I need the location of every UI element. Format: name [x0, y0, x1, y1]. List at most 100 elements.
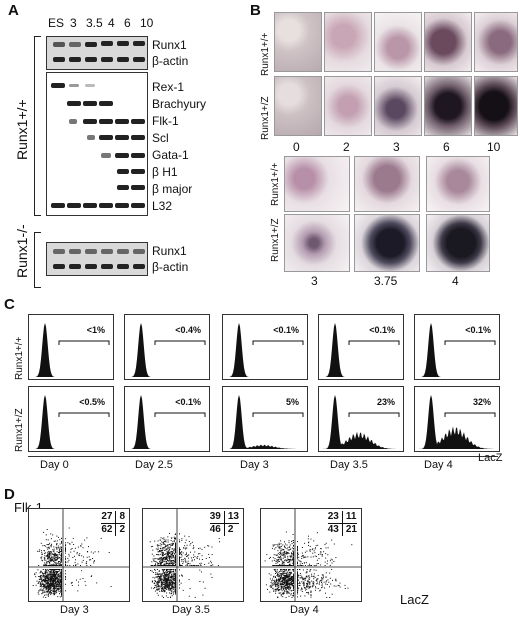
embryoid-photo [274, 12, 322, 72]
quadrant-upper-right: 13 [227, 511, 239, 522]
dotplot: 27 8 62 2 [28, 508, 130, 602]
embryoid-photo [374, 76, 422, 136]
quadrant-values: 23 11 43 21 [327, 511, 357, 536]
quadrant-upper-left: 27 [101, 511, 117, 523]
day-label: 3 [393, 140, 400, 154]
day-label: Day 4 [424, 459, 453, 471]
histogram-distribution [323, 395, 399, 449]
gene-label: Scl [152, 131, 169, 145]
day-label: Day 2.5 [135, 459, 173, 471]
axis-label-lacz: LacZ [400, 592, 429, 607]
day-label: 6 [443, 140, 450, 154]
gate-bracket [154, 412, 206, 417]
axis-label-lacz: LacZ [478, 452, 503, 464]
embryoid-photo [284, 156, 350, 212]
dotplot: 23 11 43 21 [260, 508, 362, 602]
embryoid-photo [324, 76, 372, 136]
lane-label: 3.5 [86, 16, 103, 30]
embryoid-photo [284, 214, 350, 272]
embryoid-photo [354, 156, 420, 212]
gate-bracket [348, 412, 400, 417]
day-label: Day 3 [240, 459, 269, 471]
gel-middle [46, 72, 148, 216]
lane-labels: ES 3 3.5 4 6 10 [48, 16, 153, 34]
day-label: Day 4 [290, 604, 319, 616]
gene-label: Rex-1 [152, 80, 185, 94]
gene-label: β H1 [152, 165, 178, 179]
embryoid-photo [474, 12, 518, 72]
lane-label: 4 [108, 16, 115, 30]
quadrant-lower-left: 62 [101, 524, 117, 536]
histogram: <1% [28, 314, 114, 380]
row-label-het: Runx1+/Z [14, 408, 25, 452]
embryoid-photo [426, 156, 490, 212]
day-label: Day 3.5 [330, 459, 368, 471]
gate-percentage: 32% [472, 397, 491, 407]
histogram: 23% [318, 386, 404, 452]
lane-label: 3 [70, 16, 77, 30]
row-label-wt: Runx1+/+ [14, 336, 25, 380]
panel-a-letter: A [8, 2, 19, 19]
gate-bracket [348, 340, 400, 345]
gene-label: Runx1 [152, 38, 187, 52]
embryoid-photo [474, 76, 518, 136]
gate-bracket [444, 412, 496, 417]
gene-label: Flk-1 [152, 114, 179, 128]
embryoid-photo [374, 12, 422, 72]
histogram-distribution [33, 395, 109, 449]
embryoid-photo [324, 12, 372, 72]
day-label: 4 [452, 274, 459, 288]
quadrant-lower-right: 2 [227, 524, 234, 535]
gate-bracket [252, 412, 304, 417]
gate-percentage: <0.5% [79, 397, 105, 407]
histogram-distribution [33, 323, 109, 377]
gate-bracket [58, 340, 110, 345]
row-label-het: Runx1+/Z [270, 218, 281, 262]
histogram: <0.1% [124, 386, 210, 452]
histogram-distribution [419, 395, 495, 449]
panel-d-letter: D [4, 486, 15, 503]
gate-percentage: <0.1% [175, 397, 201, 407]
gate-percentage: <0.1% [273, 325, 299, 335]
day-label: Day 3 [60, 604, 89, 616]
day-label: 3.75 [374, 274, 398, 288]
gate-percentage: <1% [86, 325, 105, 335]
histogram-baseline [28, 456, 498, 457]
histogram-distribution [129, 395, 205, 449]
histogram: 5% [222, 386, 308, 452]
histogram: 32% [414, 386, 500, 452]
histogram-distribution [419, 323, 495, 377]
embryoid-photo [424, 12, 472, 72]
ko-bracket [34, 232, 41, 288]
gate-bracket [58, 412, 110, 417]
quadrant-lower-left: 46 [210, 524, 225, 536]
quadrant-values: 27 8 62 2 [101, 511, 125, 536]
day-label: 3 [311, 274, 318, 288]
quadrant-upper-right: 11 [345, 511, 357, 522]
gene-label: Brachyury [152, 97, 207, 111]
dotplot: 39 13 46 2 [142, 508, 244, 602]
panel-b-letter: B [250, 2, 261, 19]
wt-bracket [34, 36, 41, 216]
gate-percentage: <0.4% [175, 325, 201, 335]
quadrant-upper-left: 23 [328, 511, 343, 523]
histogram-distribution [227, 395, 303, 449]
row-label-wt: Runx1+/+ [270, 162, 281, 206]
day-label: 10 [487, 140, 501, 154]
histogram: <0.5% [28, 386, 114, 452]
histogram: <0.1% [318, 314, 404, 380]
quadrant-lower-right: 21 [345, 524, 357, 535]
panel-c-letter: C [4, 296, 15, 313]
quadrant-upper-left: 39 [210, 511, 225, 523]
quadrant-values: 39 13 46 2 [209, 511, 239, 536]
gate-bracket [444, 340, 496, 345]
embryoid-photo [424, 76, 472, 136]
gel-top [46, 36, 148, 70]
histogram: <0.4% [124, 314, 210, 380]
lane-label: ES [48, 16, 65, 30]
gate-bracket [252, 340, 304, 345]
day-label: 2 [343, 140, 350, 154]
gel-bottom [46, 242, 148, 276]
embryoid-photo [274, 76, 322, 136]
histogram: <0.1% [222, 314, 308, 380]
